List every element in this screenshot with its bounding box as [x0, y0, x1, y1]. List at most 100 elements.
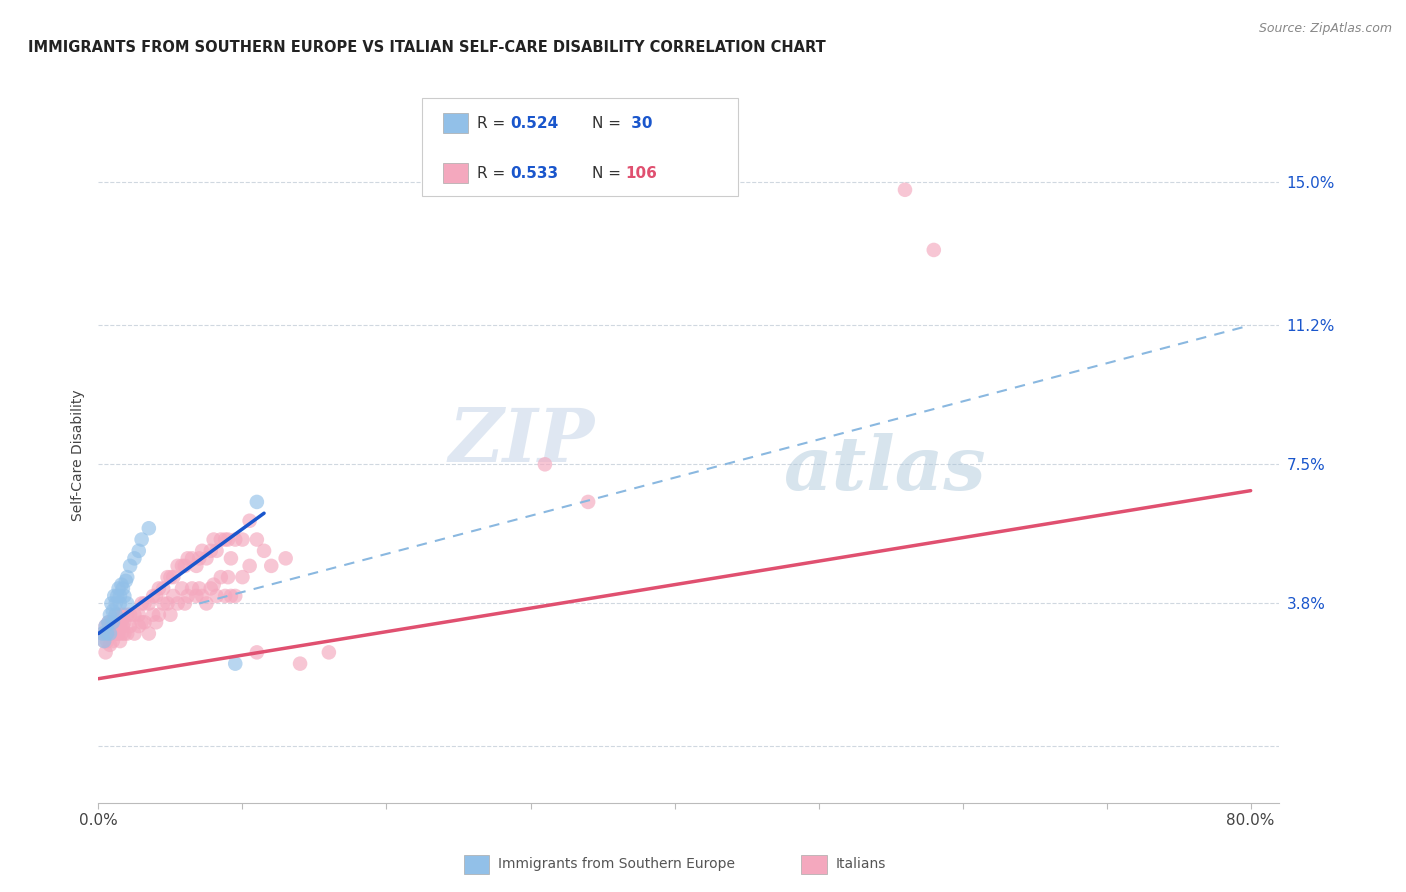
- Point: [98, 607, 121, 622]
- Point: [111, 582, 134, 596]
- Point: [200, 582, 222, 596]
- Point: [98, 638, 121, 652]
- Point: [131, 615, 153, 630]
- Point: [195, 597, 218, 611]
- Text: R =: R =: [477, 117, 510, 131]
- Point: [318, 645, 340, 659]
- Point: [91, 626, 114, 640]
- Point: [120, 558, 142, 573]
- Point: [138, 626, 160, 640]
- Text: 106: 106: [626, 167, 658, 181]
- Point: [115, 597, 138, 611]
- Point: [115, 607, 138, 622]
- Point: [104, 607, 127, 622]
- Point: [224, 533, 246, 547]
- Point: [98, 626, 121, 640]
- Point: [101, 619, 124, 633]
- Point: [103, 615, 125, 630]
- Point: [105, 626, 128, 640]
- Point: [170, 558, 193, 573]
- Point: [110, 577, 132, 591]
- Point: [100, 597, 122, 611]
- Point: [148, 607, 170, 622]
- Point: [152, 582, 174, 596]
- Point: [104, 626, 127, 640]
- Point: [173, 597, 195, 611]
- Point: [104, 607, 127, 622]
- Point: [110, 615, 132, 630]
- Point: [170, 582, 193, 596]
- Point: [111, 607, 134, 622]
- Point: [253, 544, 276, 558]
- Point: [288, 657, 311, 671]
- Point: [97, 615, 120, 630]
- Point: [94, 645, 117, 659]
- Text: Italians: Italians: [835, 857, 886, 871]
- Point: [188, 582, 211, 596]
- Point: [173, 558, 195, 573]
- Point: [156, 570, 179, 584]
- Point: [200, 544, 222, 558]
- Point: [162, 570, 184, 584]
- Point: [97, 626, 120, 640]
- Point: [214, 589, 236, 603]
- Point: [100, 615, 122, 630]
- Point: [246, 495, 269, 509]
- Point: [274, 551, 297, 566]
- Point: [260, 558, 283, 573]
- Point: [534, 458, 557, 472]
- Text: 0.524: 0.524: [510, 117, 558, 131]
- Point: [131, 533, 153, 547]
- Point: [114, 574, 136, 588]
- Point: [91, 626, 114, 640]
- Point: [224, 589, 246, 603]
- Point: [128, 619, 150, 633]
- Point: [96, 634, 118, 648]
- Point: [156, 597, 179, 611]
- Text: R =: R =: [477, 167, 510, 181]
- Point: [246, 533, 269, 547]
- Point: [128, 544, 150, 558]
- Point: [124, 607, 146, 622]
- Point: [181, 582, 204, 596]
- Point: [94, 619, 117, 633]
- Point: [166, 597, 188, 611]
- Point: [209, 570, 232, 584]
- Point: [103, 626, 125, 640]
- Point: [120, 607, 142, 622]
- Point: [112, 589, 135, 603]
- Point: [96, 626, 118, 640]
- Point: [894, 183, 917, 197]
- Point: [188, 551, 211, 566]
- Point: [186, 558, 208, 573]
- Point: [134, 615, 156, 630]
- Point: [181, 551, 204, 566]
- Point: [120, 619, 142, 633]
- Point: [576, 495, 599, 509]
- Point: [145, 589, 167, 603]
- Point: [186, 589, 208, 603]
- Point: [166, 558, 188, 573]
- Point: [101, 615, 124, 630]
- Point: [100, 626, 122, 640]
- Point: [205, 544, 228, 558]
- Point: [177, 589, 200, 603]
- Point: [93, 634, 115, 648]
- Point: [138, 521, 160, 535]
- Point: [217, 570, 239, 584]
- Point: [107, 626, 129, 640]
- Text: atlas: atlas: [783, 433, 986, 505]
- Point: [224, 657, 246, 671]
- Point: [138, 597, 160, 611]
- Point: [217, 533, 239, 547]
- Point: [195, 551, 218, 566]
- Point: [142, 607, 165, 622]
- Point: [239, 558, 262, 573]
- Point: [131, 597, 153, 611]
- Point: [159, 607, 181, 622]
- Text: Source: ZipAtlas.com: Source: ZipAtlas.com: [1258, 22, 1392, 36]
- Point: [104, 597, 127, 611]
- Point: [134, 597, 156, 611]
- Point: [105, 589, 128, 603]
- Point: [112, 615, 135, 630]
